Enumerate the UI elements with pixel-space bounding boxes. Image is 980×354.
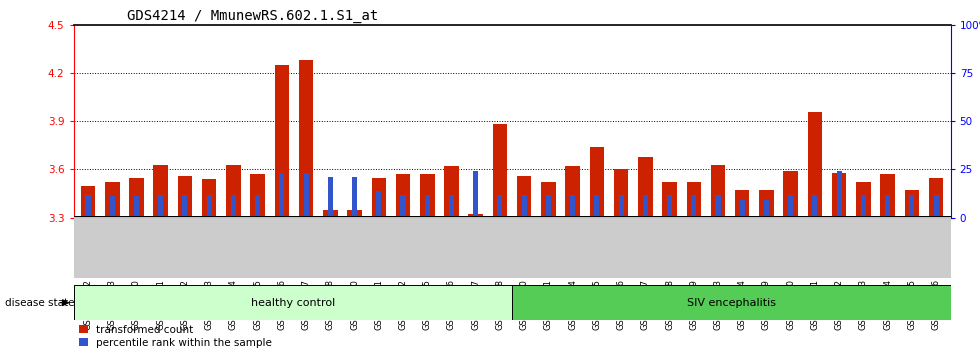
Bar xyxy=(687,182,701,218)
Text: disease state: disease state xyxy=(5,298,74,308)
Bar xyxy=(667,195,672,218)
Bar xyxy=(134,196,139,218)
Legend: transformed count, percentile rank within the sample: transformed count, percentile rank withi… xyxy=(78,325,272,348)
Bar xyxy=(735,190,750,218)
Bar xyxy=(880,174,895,218)
Bar xyxy=(299,60,314,218)
Bar xyxy=(764,200,769,218)
Bar xyxy=(512,285,951,320)
Bar xyxy=(376,191,381,218)
Bar xyxy=(80,185,95,218)
Bar xyxy=(424,195,430,218)
Bar xyxy=(279,173,284,218)
Bar xyxy=(691,195,697,218)
Bar xyxy=(613,170,628,218)
Bar xyxy=(327,177,333,218)
Bar xyxy=(274,65,289,218)
Bar xyxy=(740,200,745,218)
Bar xyxy=(832,173,847,218)
Bar xyxy=(154,165,168,218)
Bar xyxy=(812,195,817,218)
Bar xyxy=(105,182,120,218)
Bar xyxy=(449,195,454,218)
Bar xyxy=(304,173,309,218)
Bar xyxy=(808,112,822,218)
Bar xyxy=(231,195,236,218)
Bar xyxy=(85,195,90,218)
Bar xyxy=(226,165,241,218)
Bar xyxy=(182,195,187,218)
Bar xyxy=(74,285,512,320)
Bar xyxy=(570,195,575,218)
Text: GDS4214 / MmunewRS.602.1.S1_at: GDS4214 / MmunewRS.602.1.S1_at xyxy=(127,9,378,23)
Bar xyxy=(643,195,648,218)
Bar xyxy=(860,195,866,218)
Bar xyxy=(129,177,144,218)
Bar xyxy=(590,147,604,218)
Bar xyxy=(347,210,362,218)
Bar xyxy=(493,125,508,218)
Bar xyxy=(468,215,483,218)
Bar xyxy=(516,176,531,218)
Bar xyxy=(565,166,580,218)
Bar xyxy=(710,165,725,218)
Bar xyxy=(473,171,478,218)
Text: SIV encephalitis: SIV encephalitis xyxy=(687,298,776,308)
Bar xyxy=(371,177,386,218)
Bar xyxy=(323,210,337,218)
Bar xyxy=(618,195,623,218)
Bar xyxy=(396,174,411,218)
Bar xyxy=(401,195,406,218)
Bar xyxy=(541,182,556,218)
Bar xyxy=(788,195,793,218)
Bar xyxy=(783,171,798,218)
Bar xyxy=(202,179,217,218)
Bar xyxy=(929,177,944,218)
Bar xyxy=(420,174,434,218)
Bar xyxy=(158,195,164,218)
Bar xyxy=(546,195,551,218)
Bar xyxy=(760,190,774,218)
Bar xyxy=(885,195,890,218)
Bar xyxy=(638,156,653,218)
Bar xyxy=(909,195,914,218)
Bar xyxy=(934,195,939,218)
Bar xyxy=(110,196,115,218)
Bar xyxy=(715,195,720,218)
Bar xyxy=(857,182,870,218)
Bar xyxy=(255,195,260,218)
Bar xyxy=(594,195,600,218)
Bar xyxy=(177,176,192,218)
Bar xyxy=(662,182,677,218)
Bar xyxy=(250,174,265,218)
Bar xyxy=(905,190,919,218)
Text: healthy control: healthy control xyxy=(251,298,335,308)
Bar xyxy=(521,195,526,218)
Bar xyxy=(837,171,842,218)
Bar xyxy=(444,166,459,218)
Bar xyxy=(207,195,212,218)
Bar xyxy=(498,195,503,218)
Bar xyxy=(352,177,357,218)
